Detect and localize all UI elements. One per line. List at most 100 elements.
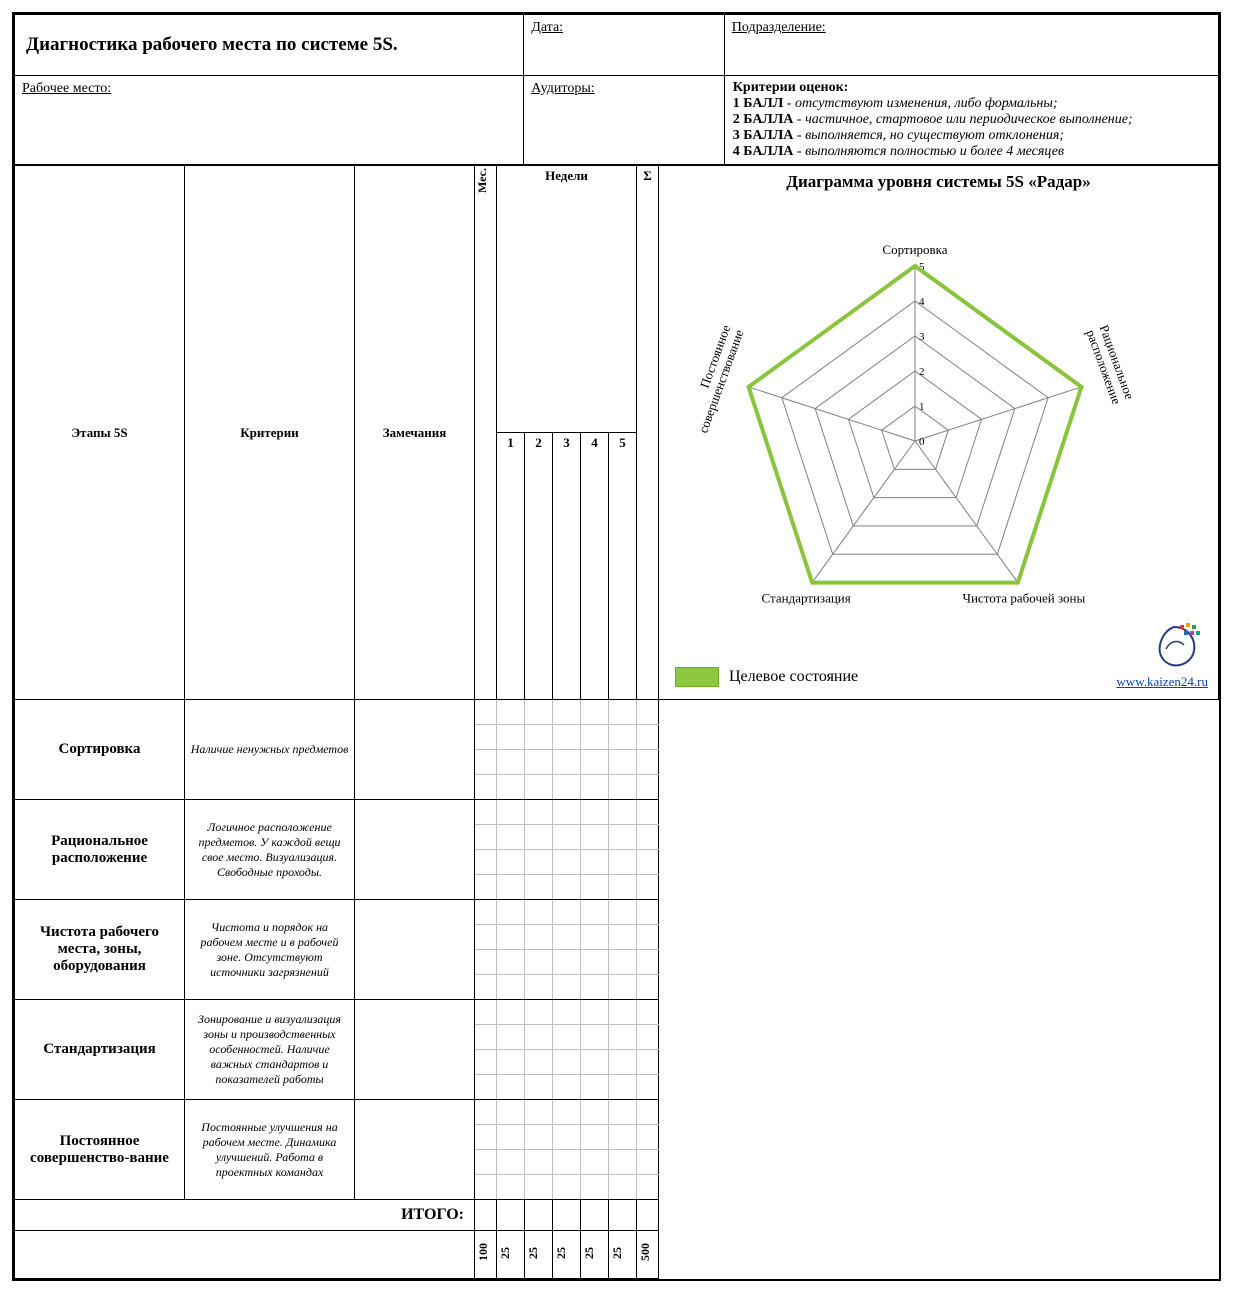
stage-name: Постоянное совершенство-вание [15, 1100, 185, 1200]
kaizen-logo [1144, 619, 1204, 669]
grid-cell [637, 1050, 659, 1075]
grid-cell [581, 800, 609, 825]
crit-1-b: 1 БАЛЛ [733, 96, 784, 111]
grid-cell [497, 975, 525, 1000]
svg-text:Сортировка: Сортировка [882, 242, 947, 257]
grid-cell [581, 1075, 609, 1100]
stage-criteria: Постоянные улучшения на рабочем месте. Д… [185, 1100, 355, 1200]
tot-month: 100 [476, 1243, 495, 1261]
grid-cell [475, 825, 497, 850]
grid-cell [553, 1100, 581, 1125]
grid-cell [525, 1150, 553, 1175]
grid-cell [475, 975, 497, 1000]
grid-cell [525, 825, 553, 850]
grid-cell [553, 925, 581, 950]
grid-cell [637, 775, 659, 800]
tot-w4: 25 [582, 1247, 607, 1259]
grid-cell [581, 1150, 609, 1175]
grid-cell [475, 875, 497, 900]
date-label: Дата: [525, 16, 722, 40]
grid-cell [553, 875, 581, 900]
crit-3-i: - выполняется, но существуют отклонения; [793, 128, 1064, 143]
stage-criteria: Зонирование и визуализация зоны и произв… [185, 1000, 355, 1100]
col-sum: Σ [643, 168, 652, 183]
grid-cell [609, 1175, 637, 1200]
tot-w5: 25 [610, 1247, 635, 1259]
grid-cell [581, 1100, 609, 1125]
grid-cell [637, 1000, 659, 1025]
grid-cell [525, 1025, 553, 1050]
grid-cell [475, 1000, 497, 1025]
svg-text:Стандартизация: Стандартизация [762, 591, 851, 606]
svg-text:Чистота рабочей зоны: Чистота рабочей зоны [963, 591, 1086, 606]
grid-cell [609, 1025, 637, 1050]
workplace-label: Рабочее место: [16, 77, 522, 101]
col-notes: Замечания [355, 166, 475, 700]
stage-criteria: Наличие ненужных предметов [185, 700, 355, 800]
grid-cell [581, 725, 609, 750]
svg-text:Рациональноерасположение: Рациональноерасположение [1083, 323, 1137, 407]
grid-cell [609, 1150, 637, 1175]
criteria-box: Критерии оценок: 1 БАЛЛ - отсутствуют из… [724, 76, 1218, 165]
grid-cell [609, 850, 637, 875]
legend-swatch [675, 667, 719, 687]
grid-cell [497, 950, 525, 975]
grid-cell [553, 900, 581, 925]
svg-text:Постоянноесовершенствование: Постоянноесовершенствование [682, 323, 747, 435]
grid-cell [609, 975, 637, 1000]
grid-cell [637, 975, 659, 1000]
grid-cell [637, 950, 659, 975]
grid-cell [637, 900, 659, 925]
grid-cell [609, 1000, 637, 1025]
wk-2: 2 [525, 433, 553, 700]
stage-notes [355, 1000, 475, 1100]
grid-cell [581, 850, 609, 875]
grid-cell [609, 925, 637, 950]
grid-cell [497, 1025, 525, 1050]
grid-cell [553, 1075, 581, 1100]
grid-cell [609, 1075, 637, 1100]
grid-cell [525, 1100, 553, 1125]
grid-cell [581, 1000, 609, 1025]
svg-text:1: 1 [919, 401, 925, 413]
grid-cell [637, 825, 659, 850]
grid-cell [609, 750, 637, 775]
grid-cell [553, 700, 581, 725]
wk-5: 5 [609, 433, 637, 700]
tot-w2: 25 [526, 1247, 551, 1259]
grid-cell [475, 1125, 497, 1150]
grid-cell [475, 1050, 497, 1075]
grid-cell [525, 1125, 553, 1150]
grid-cell [475, 1025, 497, 1050]
total-label: ИТОГО: [15, 1200, 475, 1231]
grid-cell [525, 950, 553, 975]
grid-cell [581, 900, 609, 925]
grid-cell [581, 925, 609, 950]
grid-cell [553, 1125, 581, 1150]
grid-cell [609, 1125, 637, 1150]
radar-title: Диаграмма уровня системы 5S «Радар» [665, 172, 1212, 192]
crit-3-b: 3 БАЛЛА [733, 128, 794, 143]
grid-cell [581, 750, 609, 775]
grid-cell [475, 1075, 497, 1100]
grid-cell [609, 875, 637, 900]
grid-cell [497, 1125, 525, 1150]
grid-cell [553, 750, 581, 775]
svg-text:2: 2 [919, 366, 925, 378]
grid-cell [609, 800, 637, 825]
grid-cell [581, 1050, 609, 1075]
grid-cell [609, 950, 637, 975]
grid-cell [497, 925, 525, 950]
grid-cell [581, 1175, 609, 1200]
grid-cell [637, 875, 659, 900]
grid-cell [475, 950, 497, 975]
footer-link[interactable]: www.kaizen24.ru [1116, 674, 1208, 689]
grid-cell [497, 900, 525, 925]
grid-cell [525, 800, 553, 825]
grid-cell [497, 1075, 525, 1100]
grid-cell [553, 1025, 581, 1050]
stage-criteria: Чистота и порядок на рабочем месте и в р… [185, 900, 355, 1000]
grid-cell [475, 850, 497, 875]
grid-cell [497, 725, 525, 750]
grid-cell [637, 1025, 659, 1050]
